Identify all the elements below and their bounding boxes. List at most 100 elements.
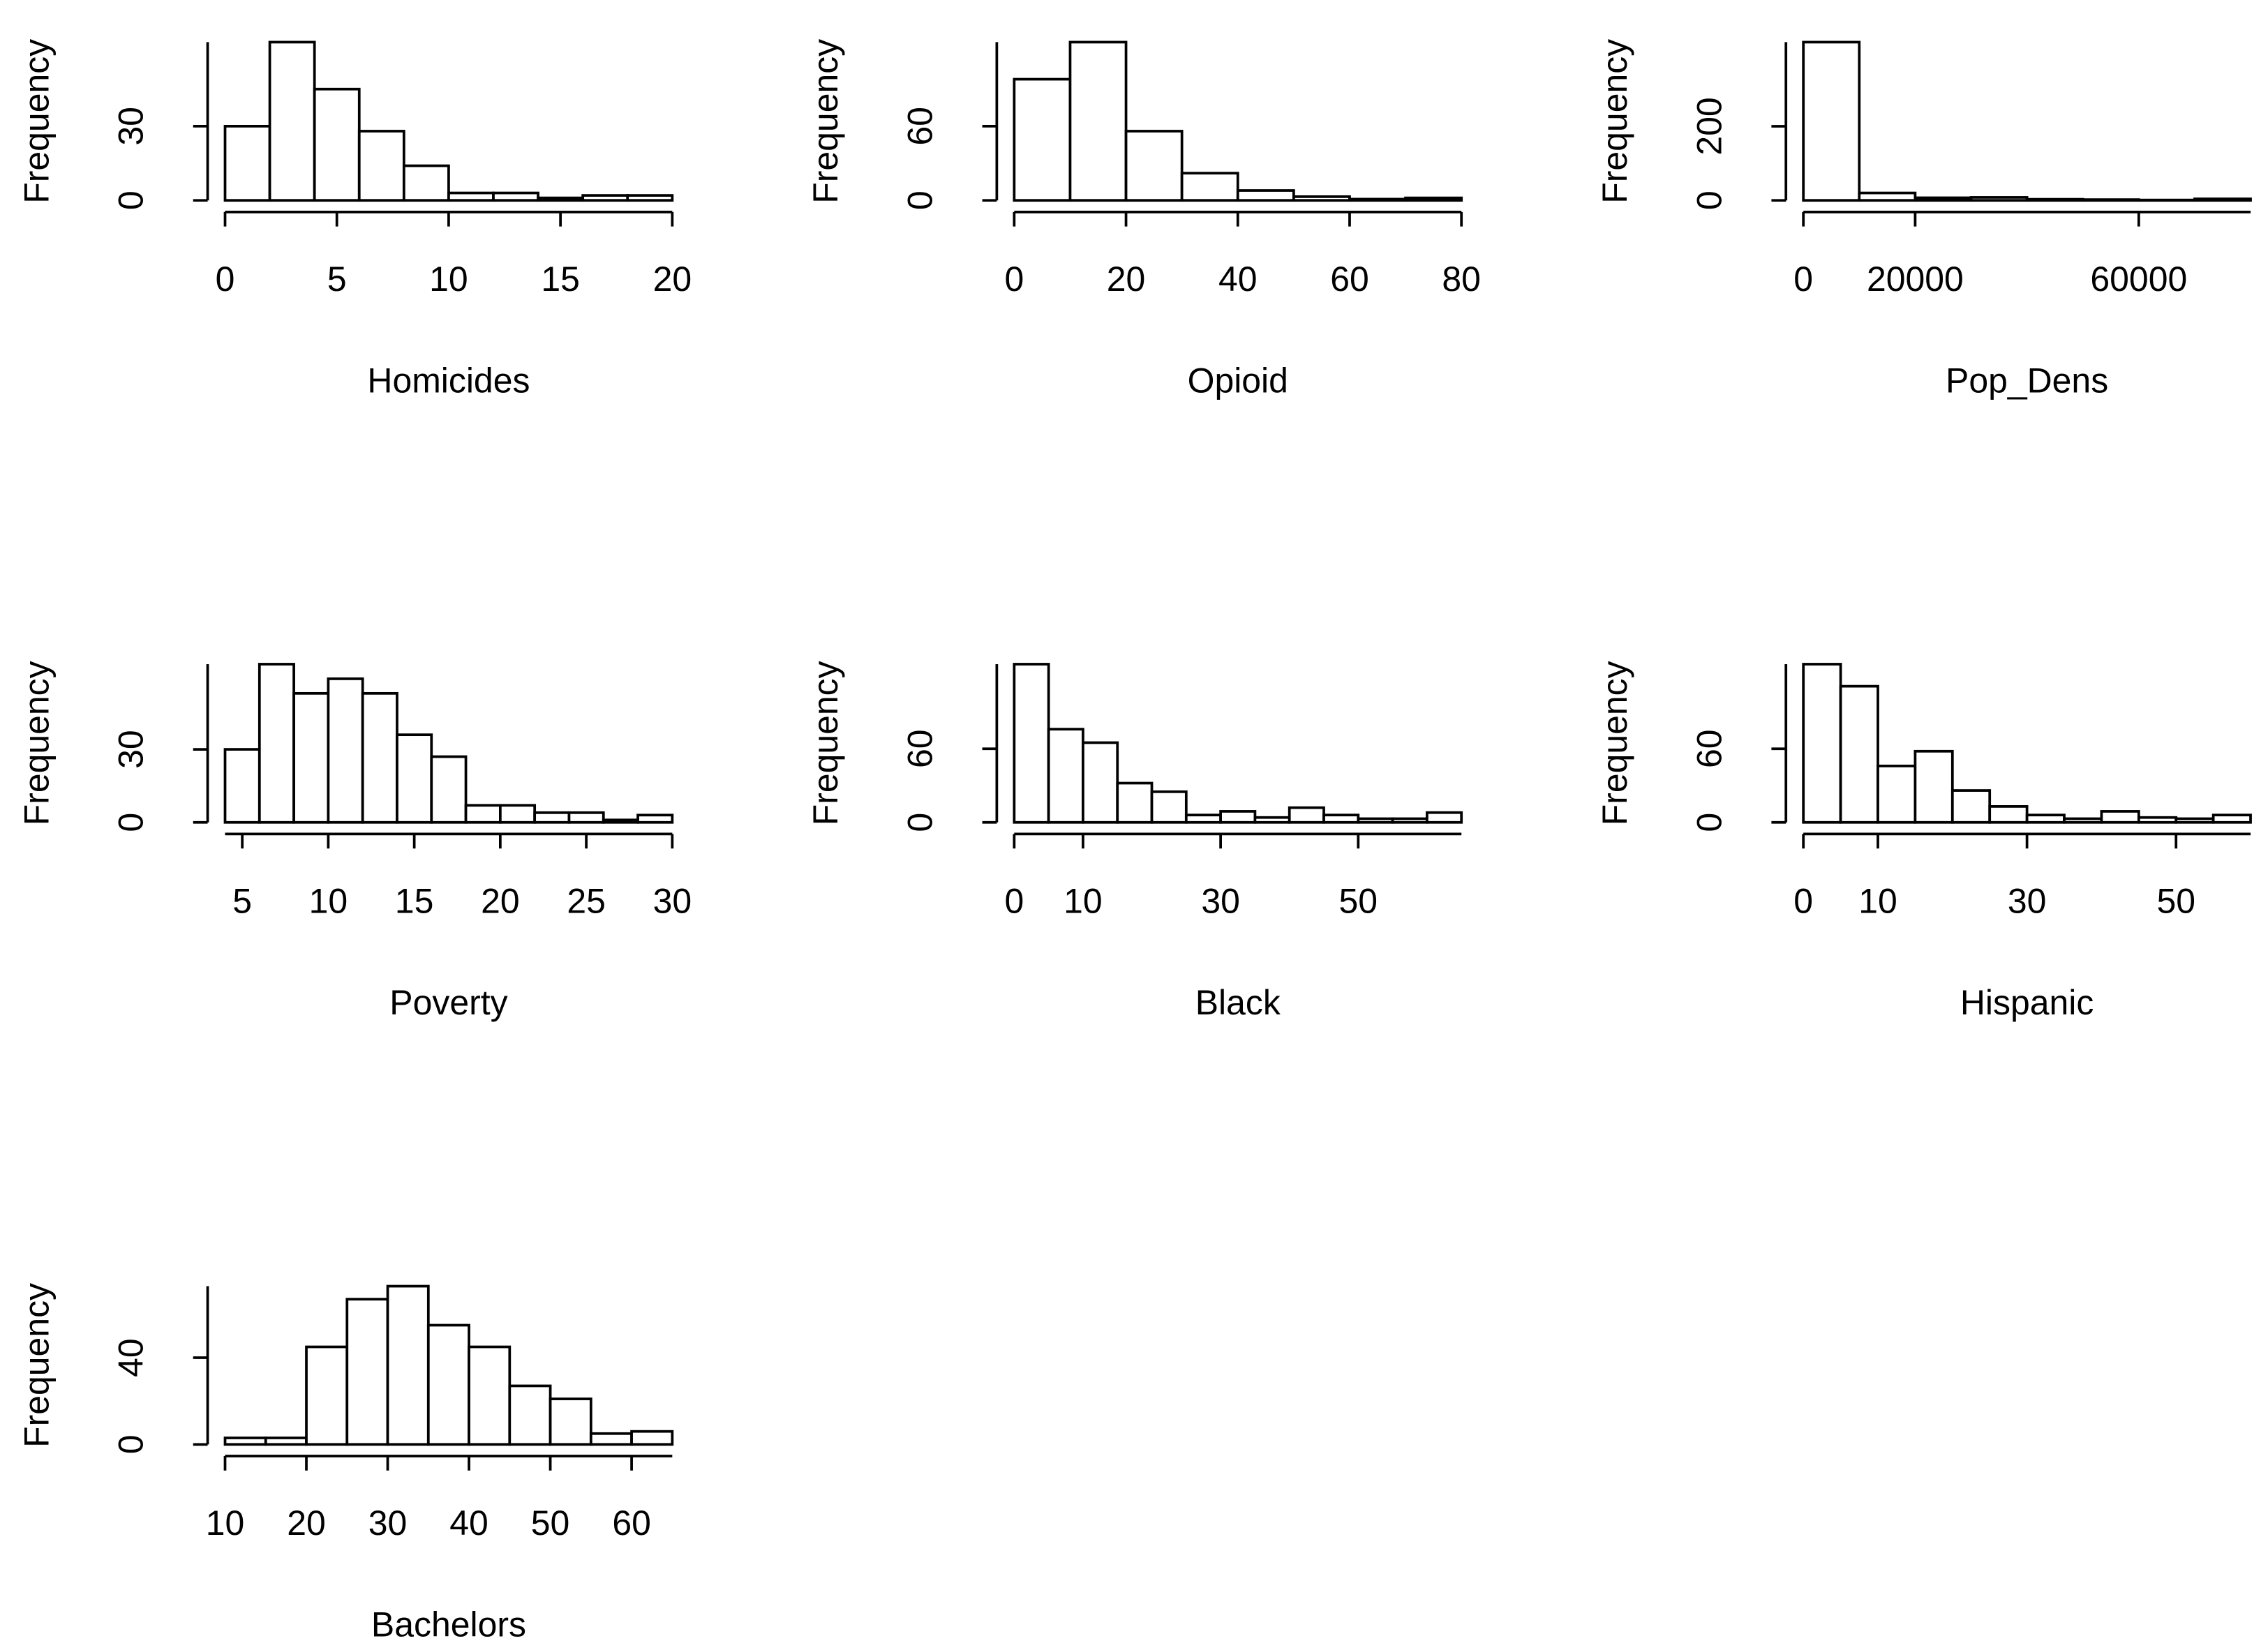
bar xyxy=(2193,197,2252,202)
x-axis-title: Homicides xyxy=(367,361,530,400)
y-tick-label: 0 xyxy=(900,190,939,210)
bar xyxy=(305,1345,349,1446)
bar xyxy=(223,125,271,202)
y-axis-title: Frequency xyxy=(806,39,845,204)
bar xyxy=(386,1284,430,1446)
bar xyxy=(1116,781,1154,824)
y-axis-title: Frequency xyxy=(17,661,56,825)
bar xyxy=(1082,741,1119,824)
x-axis-title: Bachelors xyxy=(371,1605,526,1644)
bar xyxy=(1877,765,1917,824)
x-tick-label: 20 xyxy=(1107,260,1146,299)
x-tick-label: 30 xyxy=(1201,881,1240,920)
bar xyxy=(636,813,674,824)
bar xyxy=(1219,810,1257,824)
panel: 0 20 40 60 80 Opioid 0 60 Frequency xyxy=(806,39,1481,400)
bar xyxy=(447,191,495,202)
bar xyxy=(464,804,502,824)
bar xyxy=(492,191,539,202)
bar xyxy=(1180,172,1239,202)
x-tick-label: 30 xyxy=(368,1503,408,1543)
y-axis-title: Frequency xyxy=(1595,39,1634,204)
bar xyxy=(430,755,468,824)
bar xyxy=(2211,813,2252,824)
y-tick-label: 60 xyxy=(900,730,939,769)
x-tick-label: 60000 xyxy=(2090,260,2187,299)
x-tick-label: 0 xyxy=(1004,260,1024,299)
x-tick-label: 20 xyxy=(287,1503,326,1543)
x-tick-label: 15 xyxy=(395,881,434,920)
x-tick-label: 30 xyxy=(2008,881,2047,920)
bar xyxy=(1236,189,1295,202)
bar xyxy=(1426,811,1463,824)
bar xyxy=(549,1397,592,1446)
x-tick-label: 15 xyxy=(541,260,580,299)
x-tick-label: 50 xyxy=(1339,881,1378,920)
bar xyxy=(1913,749,1954,824)
bar xyxy=(533,811,571,824)
y-tick-label: 60 xyxy=(900,107,939,146)
bar xyxy=(1802,663,1842,824)
bar xyxy=(1357,817,1394,824)
bar xyxy=(1988,805,2029,824)
y-tick-label: 60 xyxy=(1689,730,1729,769)
bar xyxy=(537,196,585,202)
bar xyxy=(1322,813,1360,824)
y-axis-title: Frequency xyxy=(17,1283,56,1448)
panel: 10 20 30 40 50 60 Bachelors 0 40 Frequency xyxy=(17,1283,674,1644)
bar xyxy=(426,1323,470,1446)
panel: 0 10 30 50 Black 0 60 Frequency xyxy=(806,661,1463,1022)
bar xyxy=(1950,789,1992,824)
x-tick-label: 60 xyxy=(1330,260,1369,299)
y-tick-label: 200 xyxy=(1689,97,1729,155)
bar xyxy=(630,1430,674,1446)
bar xyxy=(1013,663,1050,824)
x-axis-title: Opioid xyxy=(1188,361,1288,400)
y-tick-label: 0 xyxy=(112,1434,151,1454)
y-axis-title: Frequency xyxy=(17,39,56,204)
bar xyxy=(1068,40,1128,202)
y-tick-label: 0 xyxy=(900,813,939,832)
x-tick-label: 20 xyxy=(653,260,692,299)
y-tick-label: 40 xyxy=(112,1338,151,1377)
bar xyxy=(264,1437,308,1446)
x-tick-label: 30 xyxy=(653,881,692,920)
bar xyxy=(1348,197,1407,202)
bar xyxy=(1404,196,1463,202)
x-tick-label: 5 xyxy=(327,260,347,299)
y-tick-label: 0 xyxy=(112,813,151,832)
bar xyxy=(626,194,674,202)
x-tick-label: 0 xyxy=(216,260,235,299)
bar xyxy=(468,1345,512,1446)
x-tick-label: 10 xyxy=(1064,881,1103,920)
bar xyxy=(327,677,364,824)
bar xyxy=(581,194,629,202)
bar xyxy=(1013,77,1072,202)
panel: 0 20000 60000 Pop_Dens 0 200 Frequency xyxy=(1595,39,2252,400)
bar xyxy=(1292,195,1351,202)
x-tick-label: 40 xyxy=(449,1503,488,1543)
bar xyxy=(602,818,639,824)
bar xyxy=(1802,40,1861,202)
x-axis-title: Black xyxy=(1195,983,1281,1022)
bar xyxy=(2174,817,2215,824)
bar xyxy=(1839,684,1879,824)
x-tick-label: 10 xyxy=(429,260,468,299)
bar xyxy=(1913,196,1973,202)
x-tick-label: 10 xyxy=(309,881,348,920)
x-axis-title: Pop_Dens xyxy=(1946,361,2108,400)
bar xyxy=(292,691,330,824)
y-tick-label: 30 xyxy=(112,107,151,146)
x-tick-label: 80 xyxy=(1442,260,1481,299)
bar xyxy=(223,1437,267,1446)
bar xyxy=(1969,196,2029,202)
bar xyxy=(2137,198,2196,202)
x-tick-label: 5 xyxy=(232,881,252,920)
bar xyxy=(2025,813,2066,824)
bar xyxy=(589,1432,633,1446)
bar xyxy=(223,748,261,824)
bar xyxy=(313,87,361,202)
bar xyxy=(2137,816,2178,824)
x-tick-label: 25 xyxy=(567,881,606,920)
